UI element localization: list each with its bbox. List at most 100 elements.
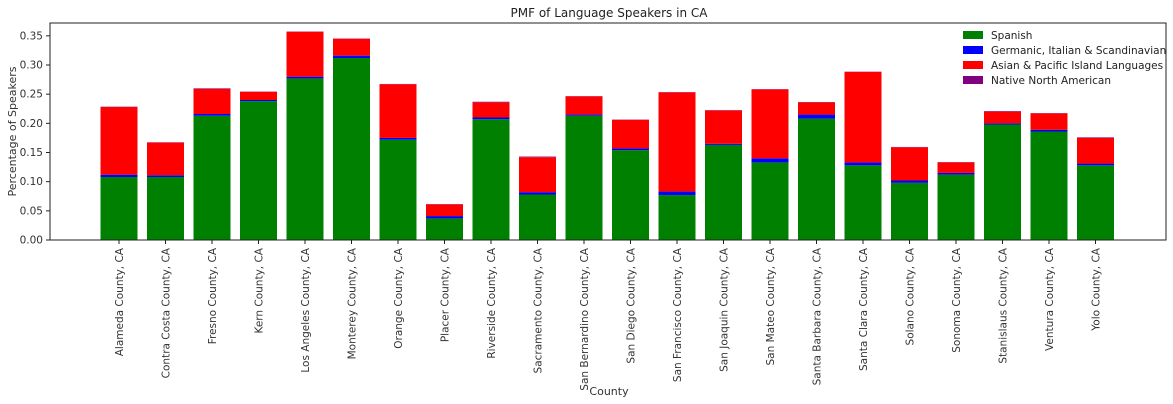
bar-segment — [891, 182, 928, 240]
bar-segment — [798, 118, 835, 240]
bar-segment — [1030, 131, 1068, 240]
bar-segment — [705, 144, 742, 240]
y-tick-label: 0.35 — [20, 30, 43, 42]
bar-segment — [984, 123, 1021, 125]
bar-segment — [193, 88, 231, 89]
bars-group — [100, 31, 1114, 240]
bar-segment — [891, 147, 928, 181]
bar-segment — [240, 100, 277, 102]
x-tick-label: Riverside County, CA — [486, 247, 498, 358]
bar-segment — [519, 157, 556, 193]
x-tick-label: Sacramento County, CA — [533, 247, 545, 373]
x-tick-label: Kern County, CA — [254, 247, 266, 333]
bar-segment — [472, 101, 510, 103]
y-axis-title: Percentage of Speakers — [6, 66, 19, 196]
bar-segment — [286, 78, 324, 240]
legend-swatch — [963, 31, 983, 39]
bar-segment — [426, 204, 463, 217]
bar-segment — [565, 96, 603, 115]
x-tick-label: San Francisco County, CA — [672, 247, 684, 382]
y-tick-label: 0.30 — [20, 60, 43, 72]
bar-segment — [612, 150, 649, 240]
bar-segment — [240, 91, 277, 100]
bar-segment — [1077, 137, 1114, 138]
legend-swatch — [963, 61, 983, 69]
bar-segment — [1077, 165, 1114, 240]
bar-segment — [472, 119, 510, 240]
bar-segment — [286, 76, 324, 79]
legend-swatch — [963, 76, 983, 84]
x-tick-label: Santa Barbara County, CA — [812, 247, 824, 385]
bar-segment — [379, 139, 417, 240]
bar-segment — [705, 143, 742, 145]
bar-segment — [147, 177, 184, 240]
bar-segment — [937, 162, 975, 173]
bar-segment — [658, 195, 696, 240]
x-tick-label: San Diego County, CA — [626, 247, 638, 363]
y-tick-label: 0.00 — [20, 235, 43, 247]
x-tick-label: Solano County, CA — [905, 247, 917, 345]
y-tick-label: 0.15 — [20, 147, 43, 159]
y-tick-label: 0.20 — [20, 118, 43, 130]
x-tick-label: Santa Clara County, CA — [858, 247, 870, 371]
legend-label: Native North American — [991, 75, 1111, 87]
bar-segment — [984, 124, 1021, 240]
x-tick-label: Yolo County, CA — [1091, 247, 1103, 332]
bar-segment — [844, 165, 882, 240]
bar-segment — [751, 162, 789, 240]
plot-frame — [49, 22, 1167, 241]
x-tick-label: Orange County, CA — [393, 247, 405, 349]
bar-segment — [519, 194, 556, 240]
bar-segment — [147, 175, 184, 177]
bar-segment — [240, 101, 277, 240]
bar-segment — [798, 102, 835, 115]
bar-segment — [147, 142, 184, 176]
bar-segment — [658, 191, 696, 196]
x-tick-label: Stanislaus County, CA — [998, 247, 1010, 363]
legend-label: Asian & Pacific Island Languages — [991, 60, 1163, 72]
bar-segment — [844, 162, 882, 166]
bar-segment — [1030, 113, 1068, 130]
bar-segment — [984, 111, 1021, 124]
bar-segment — [100, 174, 138, 177]
x-tick-label: Fresno County, CA — [207, 247, 219, 344]
bar-segment — [891, 180, 928, 183]
bar-segment — [751, 158, 789, 163]
bar-segment — [1030, 129, 1068, 132]
chart-title: PMF of Language Speakers in CA — [511, 6, 709, 20]
bar-segment — [426, 216, 463, 219]
x-tick-label: Los Angeles County, CA — [300, 247, 312, 372]
bar-segment — [426, 218, 463, 240]
bar-segment — [844, 72, 882, 163]
legend-label: Spanish — [991, 30, 1032, 42]
bar-segment — [1077, 163, 1114, 166]
x-tick-label: Alameda County, CA — [114, 247, 126, 356]
x-tick-label: Placer County, CA — [440, 247, 452, 342]
bar-segment — [751, 89, 789, 159]
bar-segment — [565, 114, 603, 116]
legend: Spanish Germanic, Italian & Scandinavian A… — [963, 30, 1166, 87]
y-axis: 0.00 0.05 0.10 0.15 0.20 0.25 0.30 0.35 — [20, 30, 50, 247]
bar-segment — [565, 115, 603, 240]
bar-segment — [658, 92, 696, 192]
bar-segment — [333, 55, 370, 58]
bar-segment — [612, 119, 649, 149]
bar-segment — [984, 111, 1021, 112]
x-tick-label: Contra Costa County, CA — [161, 247, 173, 378]
x-axis-title: County — [589, 385, 629, 398]
legend-swatch — [963, 46, 983, 54]
x-tick-label: San Bernardino County, CA — [579, 247, 591, 391]
x-tick-label: Monterey County, CA — [347, 247, 359, 359]
bar-segment — [937, 172, 975, 175]
x-tick-label: San Mateo County, CA — [765, 247, 777, 365]
bar-segment — [333, 38, 370, 56]
bar-segment — [798, 114, 835, 119]
bar-segment — [937, 174, 975, 240]
bar-segment — [100, 177, 138, 240]
y-tick-label: 0.05 — [20, 205, 43, 217]
bar-segment — [1077, 137, 1114, 164]
bar-segment — [193, 114, 231, 116]
x-tick-label: Sonoma County, CA — [951, 247, 963, 353]
bar-segment — [472, 102, 510, 118]
